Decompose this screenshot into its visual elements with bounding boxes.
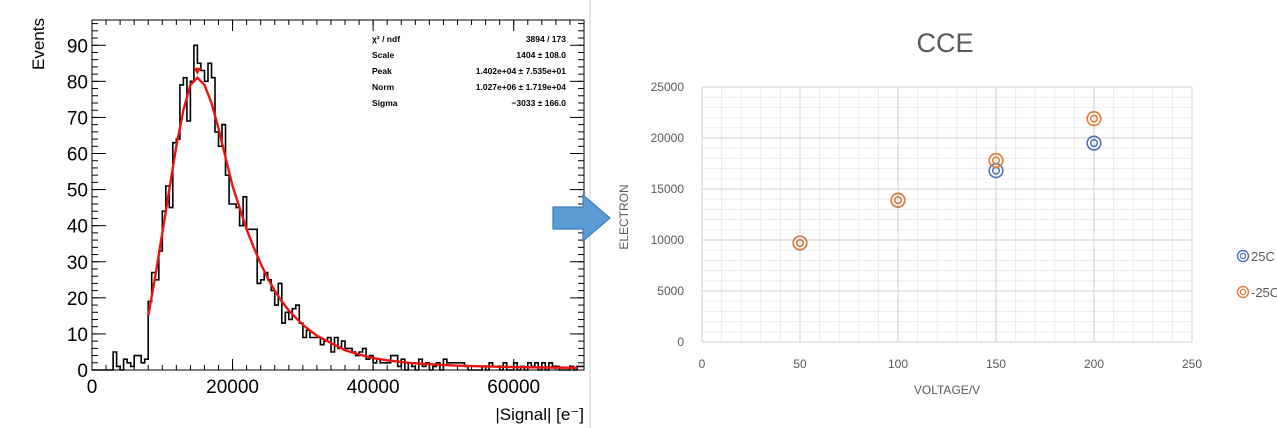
x-tick-label: 50	[793, 357, 807, 371]
hist-plot-frame	[91, 19, 585, 371]
scatter-legend: 25C -25C	[1236, 249, 1277, 300]
scatter-x-tick-labels: 0 50 100 150 200 250	[699, 357, 1203, 371]
stats-label: Peak	[372, 66, 392, 76]
y-tick-label: 70	[67, 108, 88, 129]
scatter-y-tick-labels: 0 5000 10000 15000 20000 25000	[651, 80, 685, 349]
x-tick-label: 100	[888, 357, 908, 371]
y-tick-label: 40	[67, 217, 88, 238]
hist-y-axis-label: Events	[29, 18, 48, 70]
stats-value: 3894 / 173	[526, 34, 566, 44]
x-tick-label: 200	[1084, 357, 1104, 371]
y-tick-label: 30	[67, 253, 88, 274]
scatter-point-inner	[1089, 114, 1099, 123]
stats-label: χ² / ndf	[372, 34, 400, 44]
histogram-panel: Events 0 20000 40000 60000 0 10 20 30 40 50 60 70 8…	[29, 18, 585, 424]
x-tick-label: 40000	[347, 377, 400, 398]
y-tick-label: 5000	[657, 284, 684, 298]
x-tick-label: 0	[87, 377, 98, 398]
stats-label: Sigma	[372, 98, 398, 108]
x-tick-label: 20000	[206, 377, 259, 398]
hist-x-tick-labels: 0 20000 40000 60000	[87, 377, 540, 398]
histogram-bars	[92, 44, 584, 371]
legend-label: 25C	[1251, 249, 1275, 264]
hist-y-tick-labels: 0 10 20 30 40 50 60 70 80 90	[67, 36, 88, 382]
stats-value: −3033 ± 166.0	[511, 98, 566, 108]
scatter-title: CCE	[916, 28, 973, 58]
stats-value: 1.402e+04 ± 7.535e+01	[476, 66, 566, 76]
y-tick-label: 20000	[651, 131, 685, 145]
legend-marker-outer	[1236, 249, 1250, 263]
y-tick-label: 80	[67, 72, 88, 93]
hist-x-axis-label: |Signal| [e⁻]	[495, 405, 584, 424]
right-arrow-icon	[552, 193, 611, 243]
stats-box: χ² / ndf 3894 / 173 Scale 1404 ± 108.0 Peak 1…	[372, 34, 566, 108]
y-tick-label: 25000	[651, 80, 685, 94]
legend-marker-outer	[1236, 285, 1250, 299]
y-tick-label: 90	[67, 36, 88, 57]
scatter-point-inner	[1089, 139, 1099, 148]
stats-value: 1404 ± 108.0	[516, 50, 566, 60]
scatter-x-axis-label: VOLTAGE/V	[914, 383, 980, 397]
x-tick-label: 60000	[487, 377, 540, 398]
x-tick-label: 150	[986, 357, 1006, 371]
x-tick-label: 0	[699, 357, 706, 371]
scatter-panel: CCE ELECTRON 0 5000 10000 15000 20000 25000 0…	[617, 28, 1277, 397]
x-tick-label: 250	[1182, 357, 1202, 371]
scatter-point-outer	[792, 235, 808, 251]
peak-marker	[193, 67, 202, 75]
stats-label: Scale	[372, 50, 394, 60]
scatter-point-outer	[890, 192, 906, 208]
fit-curve	[147, 75, 578, 369]
y-tick-label: 10000	[651, 233, 685, 247]
scatter-point-outer	[988, 152, 1004, 169]
scatter-point-inner	[795, 239, 805, 248]
y-tick-label: 10	[67, 325, 88, 346]
y-tick-label: 0	[77, 361, 88, 382]
scatter-point-inner	[893, 196, 903, 205]
y-tick-label: 20	[67, 289, 88, 310]
stats-label: Norm	[372, 82, 395, 92]
y-tick-label: 60	[67, 145, 88, 166]
stats-value: 1.027e+06 ± 1.719e+04	[476, 82, 566, 92]
scatter-point-outer	[1086, 111, 1102, 127]
scatter-point-outer	[1086, 135, 1102, 151]
legend-marker-inner	[1239, 288, 1247, 296]
scatter-y-axis-label: ELECTRON	[617, 184, 631, 249]
legend-marker-inner	[1239, 252, 1247, 260]
scatter-grid	[701, 86, 1193, 343]
scatter-point-inner	[991, 156, 1001, 165]
legend-label: -25C	[1251, 285, 1277, 300]
scatter-points	[792, 111, 1102, 251]
y-tick-label: 50	[67, 181, 88, 202]
y-tick-label: 15000	[651, 182, 685, 196]
y-tick-label: 0	[677, 335, 684, 349]
